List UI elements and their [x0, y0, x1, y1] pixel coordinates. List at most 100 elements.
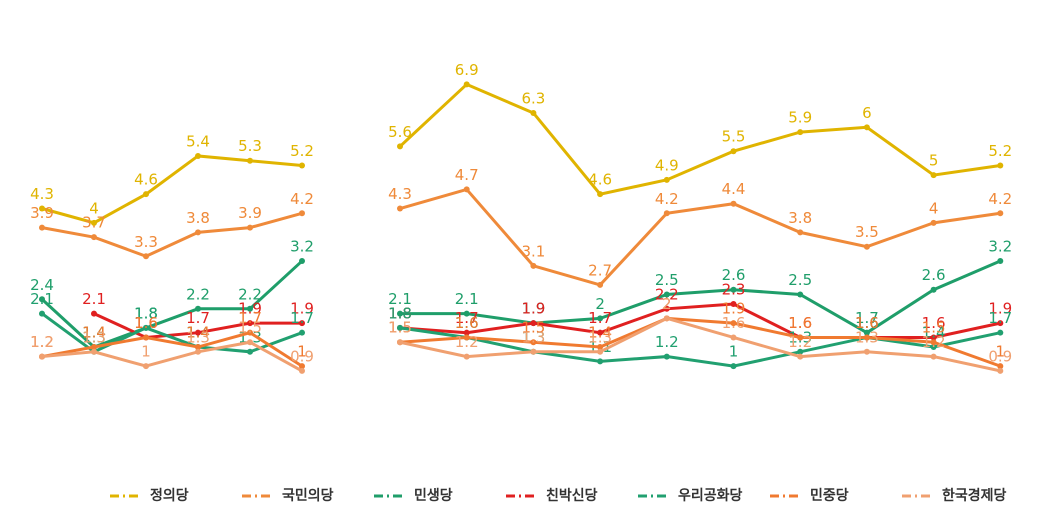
- data-label: 2.1: [82, 290, 106, 308]
- data-label: 6.3: [521, 89, 545, 107]
- point: [930, 353, 937, 360]
- data-label: 0.9: [290, 347, 314, 365]
- data-label: 1.2: [30, 333, 54, 351]
- data-label: 3.9: [30, 204, 54, 222]
- data-label: 5.3: [238, 137, 262, 155]
- data-label: 1.6: [855, 314, 879, 332]
- point: [299, 363, 305, 370]
- point: [863, 334, 870, 341]
- data-label: 1: [141, 343, 151, 361]
- data-label: 1.9: [521, 300, 545, 318]
- data-label: 1.5: [521, 319, 545, 337]
- point: [247, 224, 253, 231]
- data-label: 2.5: [655, 271, 679, 289]
- point: [463, 353, 470, 360]
- data-label: 1: [996, 343, 1006, 361]
- data-label: 5: [929, 152, 939, 170]
- point: [797, 348, 804, 355]
- point: [39, 296, 45, 303]
- legend-label: 민생당: [414, 487, 453, 504]
- data-label: 1.9: [722, 300, 746, 318]
- data-label: 3.2: [988, 238, 1012, 256]
- point: [91, 310, 97, 317]
- series-line: [400, 259, 1001, 335]
- data-label: 2.7: [588, 261, 612, 279]
- series-line: [399, 316, 1001, 368]
- data-label: 1.9: [290, 300, 314, 318]
- data-label: 1.4: [82, 324, 106, 342]
- data-label: 1.6: [722, 314, 746, 332]
- point: [39, 310, 45, 317]
- data-label: 4.7: [455, 166, 479, 184]
- data-label: 1.7: [238, 309, 262, 327]
- data-label: 1.2: [30, 333, 54, 351]
- data-label: 1.5: [388, 319, 412, 337]
- series-line: [399, 187, 1001, 287]
- data-label: 1.6: [134, 314, 158, 332]
- point: [730, 301, 737, 308]
- data-label: 5.2: [988, 142, 1012, 160]
- point: [997, 210, 1004, 217]
- point: [397, 143, 403, 150]
- point: [797, 291, 804, 298]
- point: [39, 224, 45, 231]
- point: [195, 344, 201, 351]
- data-label: 1.3: [588, 328, 612, 346]
- point: [797, 229, 804, 236]
- data-label: 1.8: [134, 304, 158, 322]
- data-label: 1.6: [455, 314, 479, 332]
- data-label: 4.2: [290, 190, 314, 208]
- point: [997, 320, 1004, 327]
- point: [39, 205, 45, 212]
- data-label: 1.7: [186, 309, 210, 327]
- point: [663, 176, 670, 183]
- point: [663, 315, 670, 322]
- data-label: 2.1: [30, 290, 54, 308]
- point: [247, 329, 253, 336]
- point: [597, 329, 604, 336]
- data-label: 1.7: [988, 309, 1012, 327]
- point: [91, 344, 97, 351]
- data-label: 4.6: [134, 171, 158, 189]
- data-label: 1.6: [788, 314, 812, 332]
- data-label: 3.8: [788, 209, 812, 227]
- point: [299, 210, 305, 217]
- point: [730, 286, 737, 293]
- point: [299, 162, 305, 169]
- point: [530, 109, 537, 116]
- data-label: 1.7: [455, 309, 479, 327]
- point: [530, 339, 537, 346]
- data-label: 2.1: [388, 290, 412, 308]
- point: [143, 253, 149, 260]
- data-label: 3.1: [521, 242, 545, 260]
- data-label: 1.2: [788, 333, 812, 351]
- series-line: [398, 82, 1001, 196]
- point: [997, 162, 1004, 169]
- data-label: 4.3: [388, 185, 412, 203]
- data-label: 4.6: [588, 171, 612, 189]
- data-label: 2.3: [722, 281, 746, 299]
- data-label: 1.9: [238, 300, 262, 318]
- point: [863, 243, 870, 250]
- point: [930, 339, 937, 346]
- point: [195, 152, 201, 159]
- series-line: [41, 340, 303, 373]
- point: [597, 358, 604, 365]
- point: [463, 334, 470, 341]
- point: [863, 124, 870, 131]
- point: [597, 315, 604, 322]
- data-label: 1.9: [521, 300, 545, 318]
- data-label: 1.2: [922, 333, 946, 351]
- data-label: 4.2: [988, 190, 1012, 208]
- point: [463, 81, 470, 88]
- data-label: 4: [929, 199, 939, 217]
- point: [663, 210, 670, 217]
- data-label: 2.2: [186, 285, 210, 303]
- point: [463, 310, 470, 317]
- point: [299, 367, 305, 374]
- point: [730, 363, 737, 370]
- data-label: 1.3: [82, 328, 106, 346]
- point: [143, 324, 149, 331]
- data-label: 2: [662, 295, 672, 313]
- series-line: [41, 331, 303, 368]
